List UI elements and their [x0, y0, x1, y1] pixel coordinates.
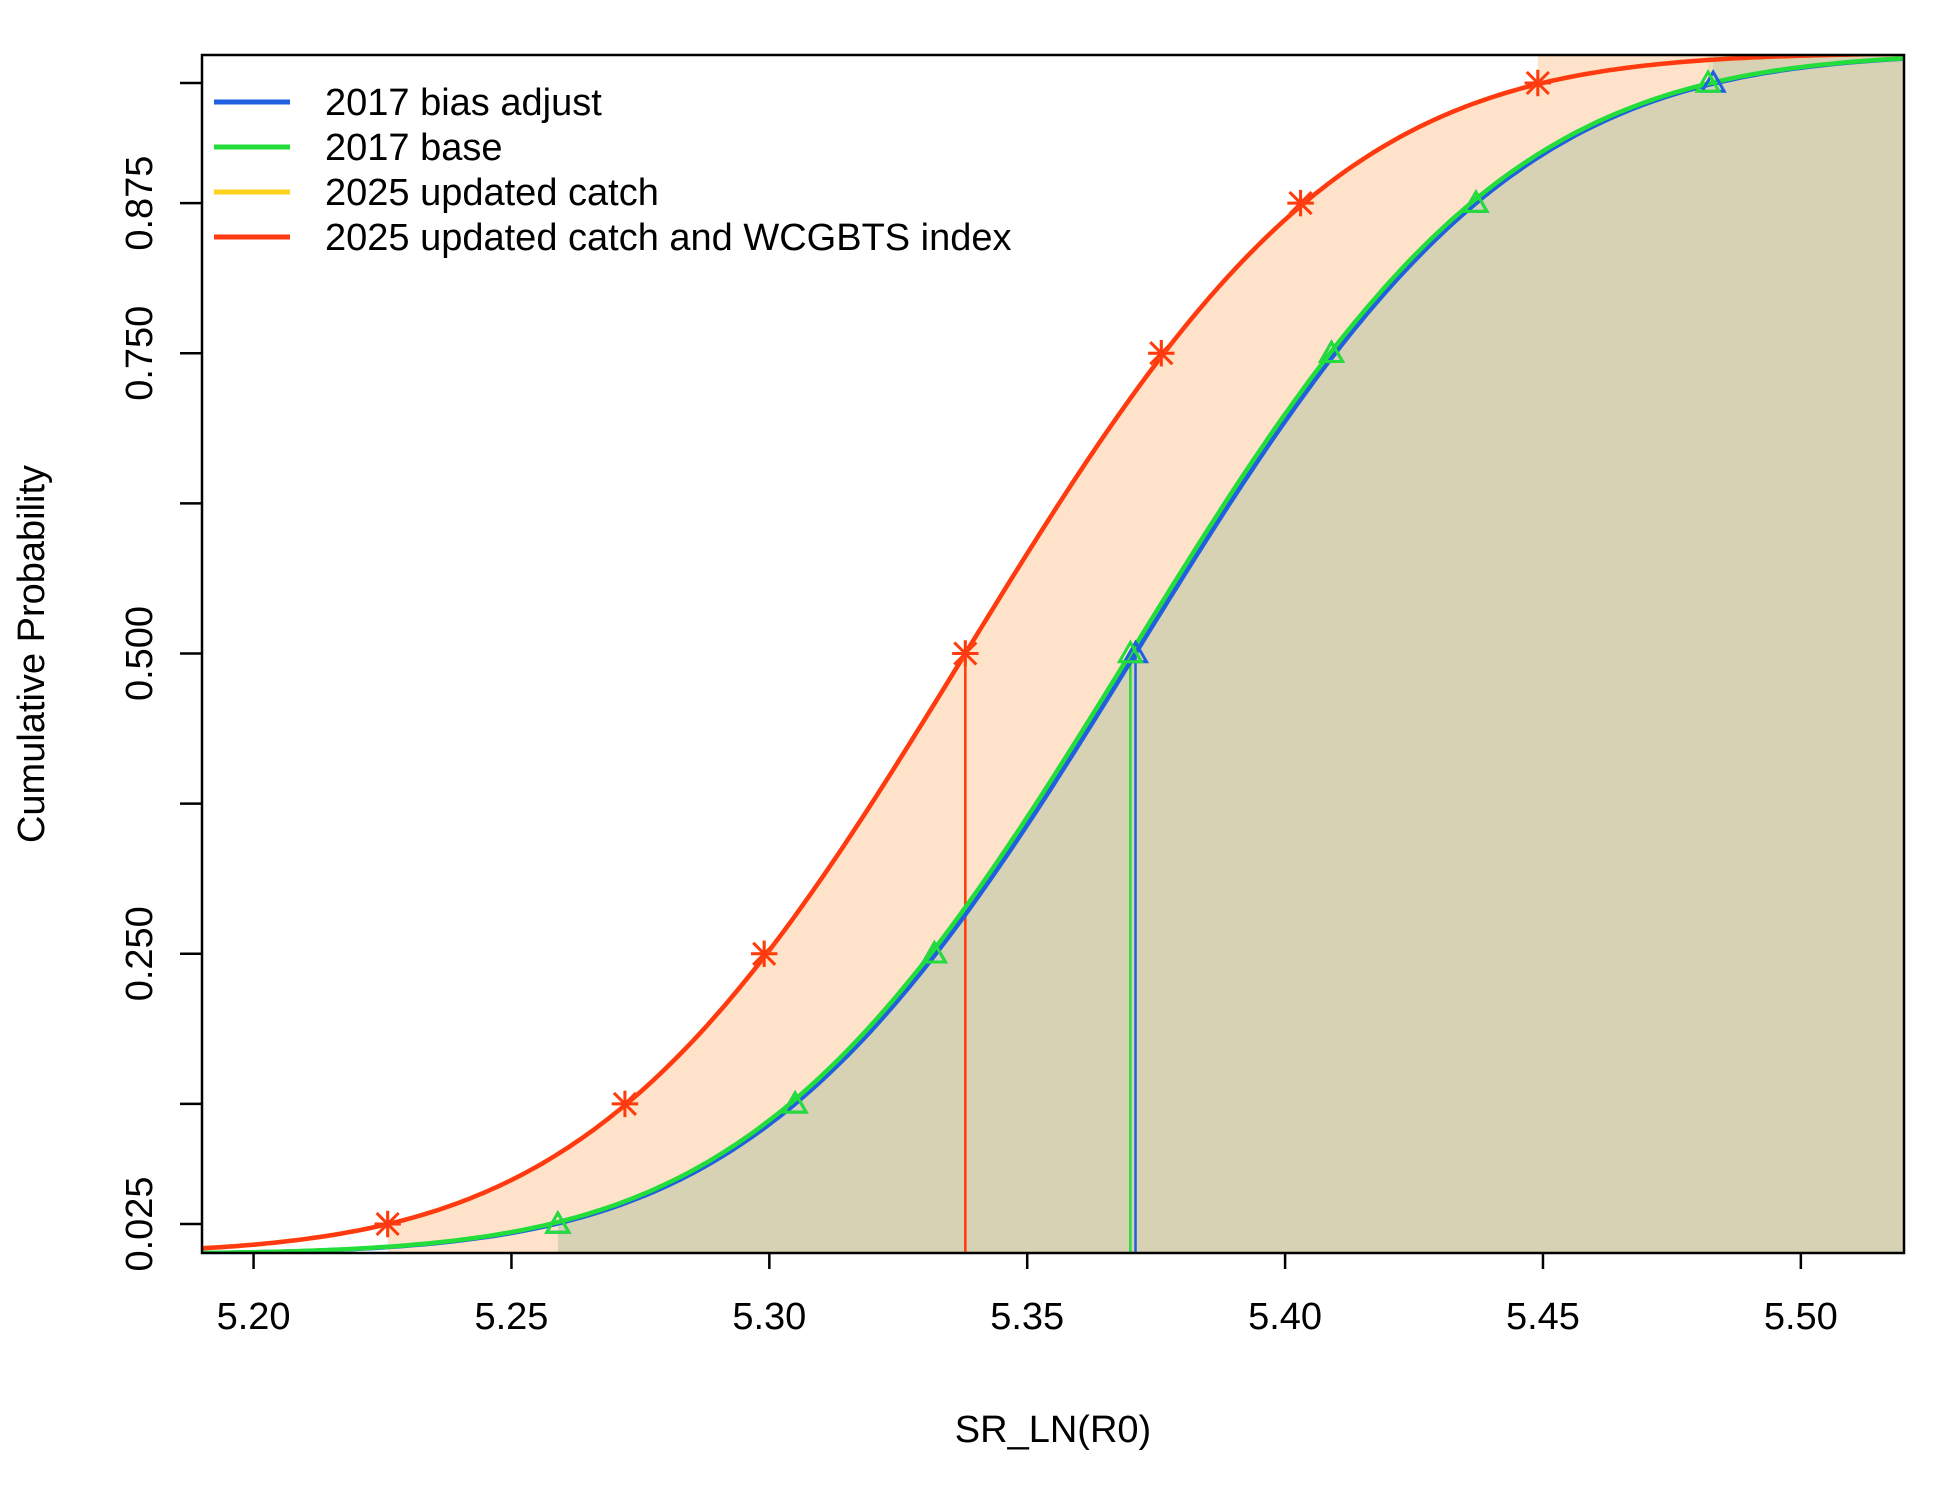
marker-3-6 [1524, 69, 1552, 97]
cumulative-curves [202, 55, 1904, 1253]
x-axis-title: SR_LN(R0) [955, 1409, 1151, 1451]
x-tick-label-3: 5.35 [990, 1296, 1064, 1338]
legend-label-0: 2017 bias adjust [325, 82, 602, 124]
x-axis: 5.20 5.25 5.30 5.35 5.40 5.45 5.50 [217, 1253, 1838, 1338]
y-tick-label-6: 0.750 [119, 306, 161, 401]
x-tick-label-5: 5.45 [1506, 1296, 1580, 1338]
marker-3-5 [1287, 189, 1314, 217]
marker-3-2 [750, 940, 778, 967]
y-axis: 0.025 0.250 0.500 0.750 0.875 [119, 81, 202, 1272]
marker-3-4 [1148, 340, 1175, 367]
marker-1-4 [1317, 339, 1346, 363]
shaded-area-2 [387, 55, 1904, 1253]
marker-1-6 [1694, 68, 1722, 93]
y-tick-label-2: 0.250 [119, 906, 161, 1001]
y-tick-label-0: 0.025 [119, 1176, 161, 1271]
x-tick-label-1: 5.25 [474, 1296, 548, 1338]
legend-label-2: 2025 updated catch [325, 172, 659, 214]
y-axis-title: Cumulative Probability [11, 465, 53, 843]
x-tick-label-6: 5.50 [1764, 1296, 1838, 1338]
marker-1-3 [1116, 639, 1144, 664]
quantile-markers [374, 68, 1727, 1238]
marker-3-3 [952, 640, 979, 667]
marker-3-1 [611, 1090, 639, 1118]
y-tick-label-4: 0.500 [119, 606, 161, 701]
marker-1-5 [1462, 189, 1490, 213]
median-lines [964, 653, 1137, 1253]
legend-label-1: 2017 base [325, 127, 503, 169]
shaded-area-3 [387, 55, 1904, 1253]
shaded-areas [387, 55, 1904, 1253]
marker-1-2 [920, 939, 948, 964]
shaded-area-1 [557, 55, 1904, 1253]
legend-label-3: 2025 updated catch and WCGBTS index [325, 217, 1012, 259]
x-tick-label-0: 5.20 [217, 1296, 291, 1338]
x-tick-label-4: 5.40 [1248, 1296, 1322, 1338]
shaded-area-0 [557, 55, 1904, 1253]
curve-3 [202, 55, 1904, 1251]
curve-1 [202, 56, 1904, 1253]
marker-3-0 [374, 1210, 401, 1238]
x-tick-label-2: 5.30 [732, 1296, 806, 1338]
y-tick-label-7: 0.875 [119, 156, 161, 251]
marker-1-1 [781, 1089, 809, 1114]
marker-1-0 [544, 1209, 572, 1234]
